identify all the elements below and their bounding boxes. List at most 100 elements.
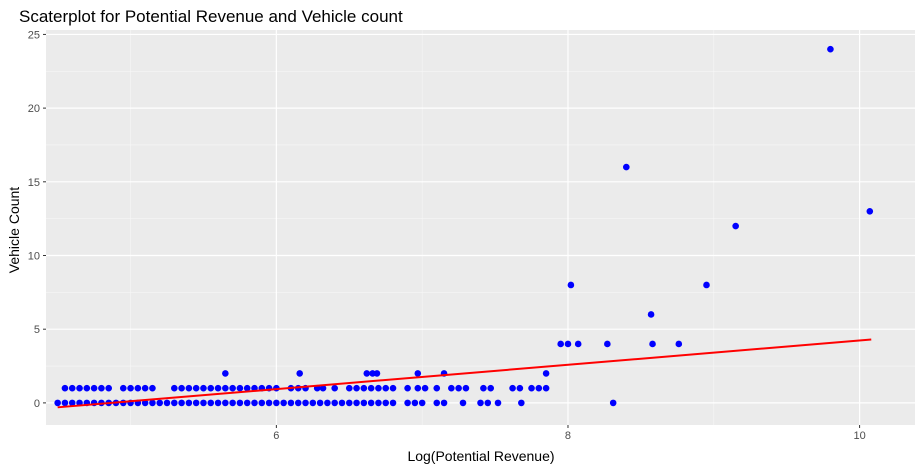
data-point — [494, 399, 502, 407]
data-point — [675, 340, 683, 348]
data-point — [518, 399, 525, 407]
data-point — [528, 384, 535, 392]
data-point — [236, 399, 244, 407]
data-point — [265, 399, 273, 407]
data-point — [156, 399, 164, 407]
data-point — [375, 384, 382, 392]
x-tick-labels: 6 8 10 — [273, 430, 865, 442]
data-point — [214, 399, 222, 407]
data-point — [119, 384, 127, 392]
data-point — [433, 384, 441, 392]
data-point — [345, 399, 353, 407]
data-point — [200, 399, 207, 407]
x-tick-label: 8 — [565, 430, 571, 442]
data-point — [316, 399, 324, 407]
data-point — [480, 384, 487, 392]
data-point — [345, 384, 353, 392]
y-tick-label: 5 — [34, 324, 40, 336]
data-point — [141, 384, 149, 392]
data-point — [418, 399, 426, 407]
data-point — [411, 399, 419, 407]
data-point — [171, 384, 178, 392]
data-point — [542, 370, 550, 377]
data-point — [324, 399, 331, 407]
data-point — [574, 340, 582, 348]
x-tick-label: 6 — [273, 430, 279, 442]
data-point — [54, 399, 61, 407]
data-point — [251, 399, 258, 407]
data-point — [414, 384, 422, 392]
data-point — [331, 399, 338, 407]
x-axis-title: Log(Potential Revenue) — [407, 448, 554, 464]
data-point — [363, 370, 371, 377]
y-tick-label: 10 — [28, 251, 40, 263]
data-point — [214, 384, 222, 392]
data-point — [149, 399, 156, 407]
data-point — [866, 207, 874, 215]
data-point — [623, 163, 630, 171]
data-point — [222, 384, 229, 392]
data-point — [440, 399, 448, 407]
data-point — [509, 384, 516, 392]
data-point — [404, 384, 411, 392]
data-point — [90, 384, 98, 392]
data-point — [319, 384, 327, 392]
data-point — [389, 399, 397, 407]
data-point — [105, 384, 112, 392]
data-point — [455, 384, 462, 392]
data-point — [649, 340, 656, 348]
data-point — [222, 399, 229, 407]
data-point — [185, 384, 193, 392]
data-point — [542, 384, 550, 392]
y-tick-label: 25 — [28, 29, 40, 41]
data-point — [487, 384, 495, 392]
y-axis-title: Vehicle Count — [6, 187, 22, 274]
data-point — [229, 384, 236, 392]
data-point — [360, 384, 368, 392]
data-point — [287, 399, 295, 407]
data-point — [389, 384, 397, 392]
data-point — [375, 399, 382, 407]
data-point — [61, 384, 69, 392]
data-point — [462, 384, 470, 392]
data-point — [192, 384, 200, 392]
data-point — [207, 399, 215, 407]
data-point — [382, 384, 390, 392]
data-point — [258, 399, 266, 407]
data-point — [373, 370, 381, 377]
data-point — [68, 384, 76, 392]
data-point — [222, 370, 229, 377]
data-point — [360, 399, 368, 407]
chart-title: Scaterplot for Potential Revenue and Veh… — [19, 7, 403, 26]
data-point — [732, 222, 739, 230]
data-point — [421, 384, 429, 392]
data-point — [141, 399, 149, 407]
data-point — [353, 399, 360, 407]
data-point — [331, 384, 338, 392]
data-point — [382, 399, 390, 407]
data-point — [703, 281, 710, 289]
data-point — [557, 340, 564, 348]
y-tick-label: 0 — [34, 398, 40, 410]
data-point — [302, 399, 309, 407]
data-point — [309, 399, 317, 407]
data-point — [433, 399, 441, 407]
data-point — [564, 340, 572, 348]
data-point — [178, 399, 185, 407]
data-point — [367, 399, 375, 407]
data-point — [149, 384, 156, 392]
data-point — [83, 384, 91, 392]
data-point — [134, 384, 142, 392]
data-point — [294, 399, 302, 407]
data-point — [404, 399, 411, 407]
data-point — [236, 384, 244, 392]
data-point — [647, 311, 655, 318]
data-point — [207, 384, 215, 392]
data-point — [516, 384, 524, 392]
data-point — [338, 399, 346, 407]
axis-ticks — [43, 33, 861, 428]
data-point — [163, 399, 171, 407]
data-point — [535, 384, 543, 392]
y-tick-label: 20 — [28, 103, 40, 115]
